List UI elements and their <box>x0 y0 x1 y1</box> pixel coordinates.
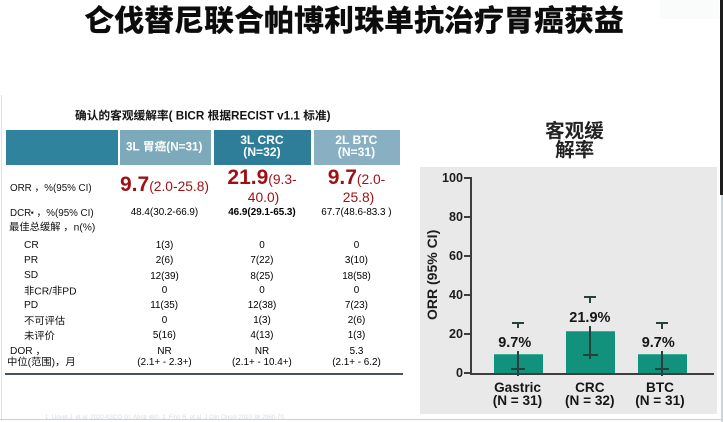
svg-text:): ) <box>52 357 55 368</box>
svg-text:3L: 3L <box>126 140 140 153</box>
svg-text:(: ( <box>28 357 32 368</box>
svg-text:n(%): n(%) <box>74 222 96 233</box>
svg-text:( BICR: ( BICR <box>169 110 205 123</box>
svg-text:DOR: DOR <box>10 346 33 357</box>
svg-text:DCR: DCR <box>10 208 31 219</box>
svg-text:ORR: ORR <box>10 182 32 193</box>
svg-text:PD: PD <box>62 286 76 297</box>
svg-text:RECIST v1.1: RECIST v1.1 <box>231 110 300 123</box>
svg-text:): ) <box>327 110 331 123</box>
svg-text:(N=31): (N=31) <box>167 140 203 153</box>
svg-text:%(95% CI): %(95% CI) <box>44 182 91 193</box>
svg-text:%(95% CI): %(95% CI) <box>46 208 93 219</box>
svg-text:CR/: CR/ <box>34 286 52 297</box>
